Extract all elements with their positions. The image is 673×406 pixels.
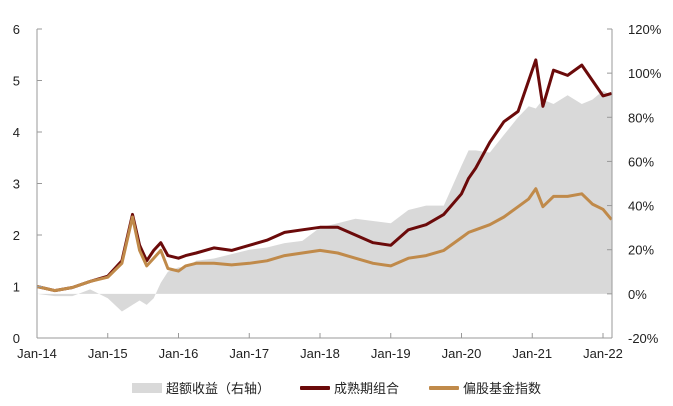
legend-item-equity-fund-index: 偏股基金指数	[429, 378, 541, 397]
legend-item-excess-return: 超额收益（右轴）	[131, 378, 270, 397]
excess-return-area-path	[37, 90, 612, 312]
legend-swatch-area	[131, 382, 162, 393]
svg-text:Jan-17: Jan-17	[229, 346, 269, 361]
svg-text:Jan-19: Jan-19	[371, 346, 411, 361]
svg-text:2: 2	[13, 228, 20, 243]
svg-text:40%: 40%	[628, 199, 654, 214]
svg-text:120%: 120%	[628, 22, 662, 37]
svg-text:80%: 80%	[628, 110, 654, 125]
svg-text:Jan-15: Jan-15	[88, 346, 128, 361]
svg-text:20%: 20%	[628, 243, 654, 258]
svg-text:Jan-16: Jan-16	[159, 346, 199, 361]
legend-swatch-line	[299, 385, 330, 390]
legend-label: 成熟期组合	[333, 381, 399, 396]
svg-text:0: 0	[13, 331, 20, 346]
svg-text:-20%: -20%	[628, 331, 659, 346]
legend: 超额收益（右轴） 成熟期组合 偏股基金指数	[0, 378, 673, 397]
svg-text:100%: 100%	[628, 66, 662, 81]
svg-text:4: 4	[13, 125, 20, 140]
axes: 0 1 2 3 4 5 6 -20% 0% 20% 40% 60% 80% 100% 120% Jan-14 J…	[13, 22, 662, 361]
svg-text:60%: 60%	[628, 154, 654, 169]
legend-label: 超额收益（右轴）	[165, 381, 270, 396]
legend-item-mature-portfolio: 成熟期组合	[299, 378, 399, 397]
svg-text:Jan-20: Jan-20	[442, 346, 482, 361]
chart-plot: 0 1 2 3 4 5 6 -20% 0% 20% 40% 60% 80% 100% 120% Jan-14 J…	[13, 22, 662, 361]
svg-text:Jan-18: Jan-18	[300, 346, 340, 361]
svg-text:5: 5	[13, 74, 20, 89]
svg-text:1: 1	[13, 280, 20, 295]
svg-text:6: 6	[13, 22, 20, 37]
mature-portfolio-line	[36, 58, 612, 293]
legend-label: 偏股基金指数	[463, 381, 542, 396]
legend-swatch-line	[429, 385, 459, 390]
svg-text:Jan-22: Jan-22	[583, 346, 623, 361]
series-lines	[36, 58, 613, 293]
svg-text:0%: 0%	[628, 287, 647, 302]
svg-text:3: 3	[13, 177, 20, 192]
excess-return-area	[37, 90, 612, 312]
equity-fund-index-line	[36, 187, 613, 293]
svg-text:Jan-14: Jan-14	[17, 346, 57, 361]
svg-text:Jan-21: Jan-21	[512, 346, 552, 361]
